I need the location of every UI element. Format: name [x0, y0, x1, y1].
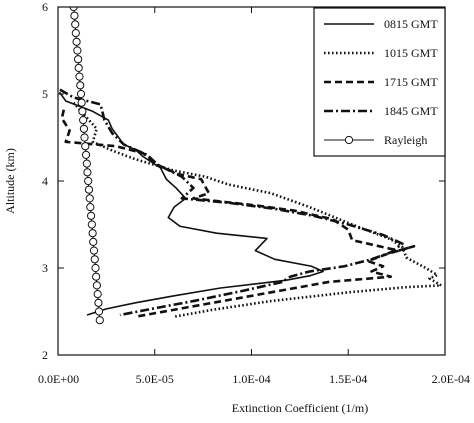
- legend-entry: 1715 GMT: [324, 75, 438, 89]
- data-point: [89, 246, 99, 255]
- data-point: [79, 116, 88, 125]
- series-rayleigh: [69, 7, 104, 325]
- data-point: [85, 194, 94, 203]
- data-point: [73, 46, 82, 55]
- x-tick-label: 2.0E-04: [432, 372, 470, 386]
- data-point: [92, 272, 101, 281]
- data-point: [72, 37, 81, 46]
- data-point: [94, 298, 103, 307]
- x-axis-title: Extinction Coefficient (1/m): [232, 401, 368, 415]
- legend-label: 1845 GMT: [384, 104, 438, 118]
- legend-entry: 0815 GMT: [324, 17, 438, 31]
- data-point: [75, 72, 84, 81]
- data-point: [86, 203, 95, 212]
- legend-entry: 1015 GMT: [324, 46, 438, 60]
- data-point: [81, 142, 90, 151]
- data-point: [92, 281, 101, 290]
- legend-label: Rayleigh: [384, 133, 427, 147]
- x-tick-label: 1.5E-04: [329, 372, 367, 386]
- data-point: [74, 55, 83, 64]
- data-point: [71, 20, 80, 29]
- data-point: [90, 255, 99, 264]
- data-point: [91, 263, 100, 273]
- x-tick-label: 1.0E-04: [232, 372, 270, 386]
- data-point: [71, 28, 80, 38]
- data-point: [88, 229, 97, 238]
- data-point: [95, 316, 104, 325]
- data-point: [70, 11, 79, 20]
- plot-layer: [58, 7, 443, 325]
- data-point: [77, 98, 86, 107]
- data-point: [79, 124, 89, 133]
- data-point: [76, 89, 86, 99]
- series-1845-gmt: [59, 88, 404, 317]
- data-point: [86, 211, 96, 220]
- y-tick-label: 2: [42, 348, 48, 362]
- data-point: [83, 168, 92, 177]
- series-0815-gmt: [58, 91, 324, 316]
- data-point: [82, 159, 91, 168]
- y-tick-label: 3: [42, 261, 48, 275]
- y-tick-label: 5: [42, 87, 48, 101]
- data-point: [84, 185, 94, 194]
- data-point: [74, 63, 83, 73]
- legend: 0815 GMT 1015 GMT 1715 GMT 1845 GMT Rayleigh: [313, 7, 446, 157]
- legend-label: 1015 GMT: [384, 46, 438, 60]
- data-point: [81, 150, 91, 159]
- data-point: [94, 307, 104, 316]
- data-point: [76, 81, 85, 90]
- series-1715-gmt: [60, 109, 416, 318]
- legend-entry: Rayleigh: [324, 133, 427, 147]
- legend-entry: 1845 GMT: [324, 104, 438, 118]
- data-point: [80, 133, 89, 142]
- y-tick-label: 6: [42, 0, 48, 14]
- data-point: [89, 237, 98, 246]
- x-tick-label: 0.0E+00: [38, 372, 79, 386]
- data-point: [78, 107, 87, 116]
- series-line: [59, 88, 404, 317]
- data-point: [87, 220, 96, 229]
- data-point: [93, 290, 102, 299]
- data-point: [69, 7, 78, 12]
- legend-label: 1715 GMT: [384, 75, 438, 89]
- legend-swatch-marker: [344, 135, 354, 145]
- legend-label: 0815 GMT: [384, 17, 438, 31]
- series-line: [60, 109, 416, 318]
- y-tick-label: 4: [42, 174, 48, 188]
- data-point: [84, 176, 93, 186]
- y-axis-title: Altitude (km): [3, 148, 17, 214]
- x-tick-label: 5.0E-05: [136, 372, 174, 386]
- series-line: [58, 91, 324, 316]
- axes-layer: 0.0E+00 5.0E-05 1.0E-04 1.5E-04 2.0E-04 2 3 4 5 6…: [3, 0, 470, 415]
